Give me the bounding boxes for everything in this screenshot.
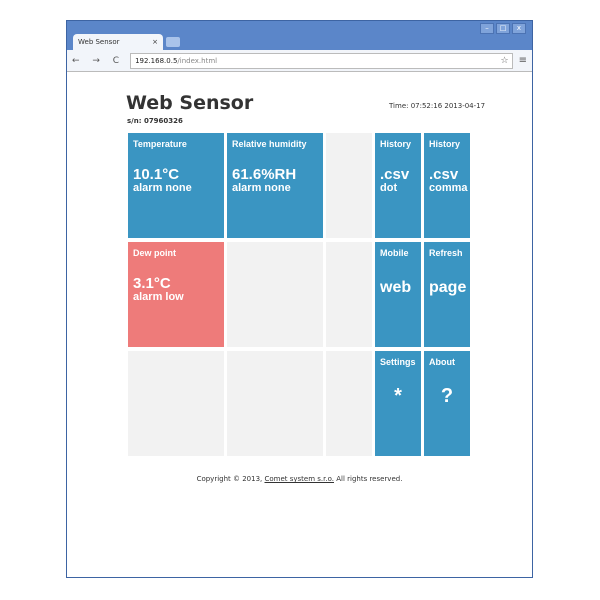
tab-close-icon[interactable]: × xyxy=(152,38,158,46)
empty-tile xyxy=(326,242,372,347)
browser-toolbar: ← → C 192.168.0.5/index.html ☆ ≡ xyxy=(67,50,532,72)
browser-window: – □ x Web Sensor × ← → C 192.168.0.5/ind… xyxy=(66,20,533,578)
empty-tile xyxy=(326,351,372,456)
new-tab-button[interactable] xyxy=(166,37,180,47)
empty-tile xyxy=(326,133,372,238)
empty-tile xyxy=(227,351,323,456)
tile-alarm: alarm none xyxy=(133,182,192,194)
tile-about[interactable]: About ? xyxy=(424,351,470,456)
tile-settings[interactable]: Settings * xyxy=(375,351,421,456)
tile-value: web xyxy=(380,279,412,296)
tile-mobile-web[interactable]: Mobile web xyxy=(375,242,421,347)
tile-label: Mobile xyxy=(380,248,409,258)
tile-label: Dew point xyxy=(133,248,176,258)
window-controls: – □ x xyxy=(480,23,526,34)
tile-label: Relative humidity xyxy=(232,139,307,149)
tile-label: Temperature xyxy=(133,139,187,149)
tile-history-dot[interactable]: History .csv dot xyxy=(375,133,421,238)
star-icon[interactable]: ☆ xyxy=(500,55,509,66)
asterisk-icon: * xyxy=(394,385,402,407)
tile-history-comma[interactable]: History .csv comma xyxy=(424,133,470,238)
tile-alarm: alarm none xyxy=(232,182,291,194)
tile-value: 3.1°C xyxy=(133,275,171,292)
nav-buttons[interactable]: ← → C xyxy=(72,55,125,66)
tile-label: History xyxy=(429,139,461,149)
tile-label: About xyxy=(429,357,455,367)
url-host: 192.168.0.5 xyxy=(135,56,178,65)
tile-label: Refresh xyxy=(429,248,463,258)
question-icon: ? xyxy=(440,385,454,407)
copyright-text: Copyright © 2013, xyxy=(196,475,265,483)
tile-value: 10.1°C xyxy=(133,166,180,183)
tile-label: Settings xyxy=(380,357,416,367)
serial-number: s/n: 07960326 xyxy=(127,117,183,125)
tile-sub: dot xyxy=(380,182,398,194)
browser-tab[interactable]: Web Sensor × xyxy=(73,34,163,50)
comet-link[interactable]: Comet system s.r.o. xyxy=(264,475,334,483)
rights-text: All rights reserved. xyxy=(334,475,403,483)
tile-value: 61.6%RH xyxy=(232,166,297,183)
tile-dew-point: Dew point 3.1°C alarm low xyxy=(128,242,224,347)
tile-refresh-page[interactable]: Refresh page xyxy=(424,242,470,347)
tab-title: Web Sensor xyxy=(78,38,120,46)
footer: Copyright © 2013, Comet system s.r.o. Al… xyxy=(67,475,532,483)
tile-value: .csv xyxy=(429,166,459,183)
tile-humidity: Relative humidity 61.6%RH alarm none xyxy=(227,133,323,238)
page-title: Web Sensor xyxy=(126,92,254,114)
tile-temperature: Temperature 10.1°C alarm none xyxy=(128,133,224,238)
url-path: /index.html xyxy=(177,56,218,65)
tile-label: History xyxy=(380,139,412,149)
maximize-button[interactable]: □ xyxy=(496,23,510,34)
minimize-button[interactable]: – xyxy=(480,23,494,34)
tile-value: .csv xyxy=(380,166,410,183)
close-window-button[interactable]: x xyxy=(512,23,526,34)
tile-value: page xyxy=(429,279,467,296)
menu-icon[interactable]: ≡ xyxy=(518,55,527,66)
address-bar[interactable]: 192.168.0.5/index.html ☆ xyxy=(130,52,513,69)
tile-sub: comma xyxy=(429,182,468,194)
tile-alarm: alarm low xyxy=(133,291,184,303)
empty-tile xyxy=(128,351,224,456)
time-display: Time: 07:52:16 2013-04-17 xyxy=(389,102,486,110)
page-content: Web Sensor s/n: 07960326 Time: 07:52:16 … xyxy=(67,72,532,577)
empty-tile xyxy=(227,242,323,347)
